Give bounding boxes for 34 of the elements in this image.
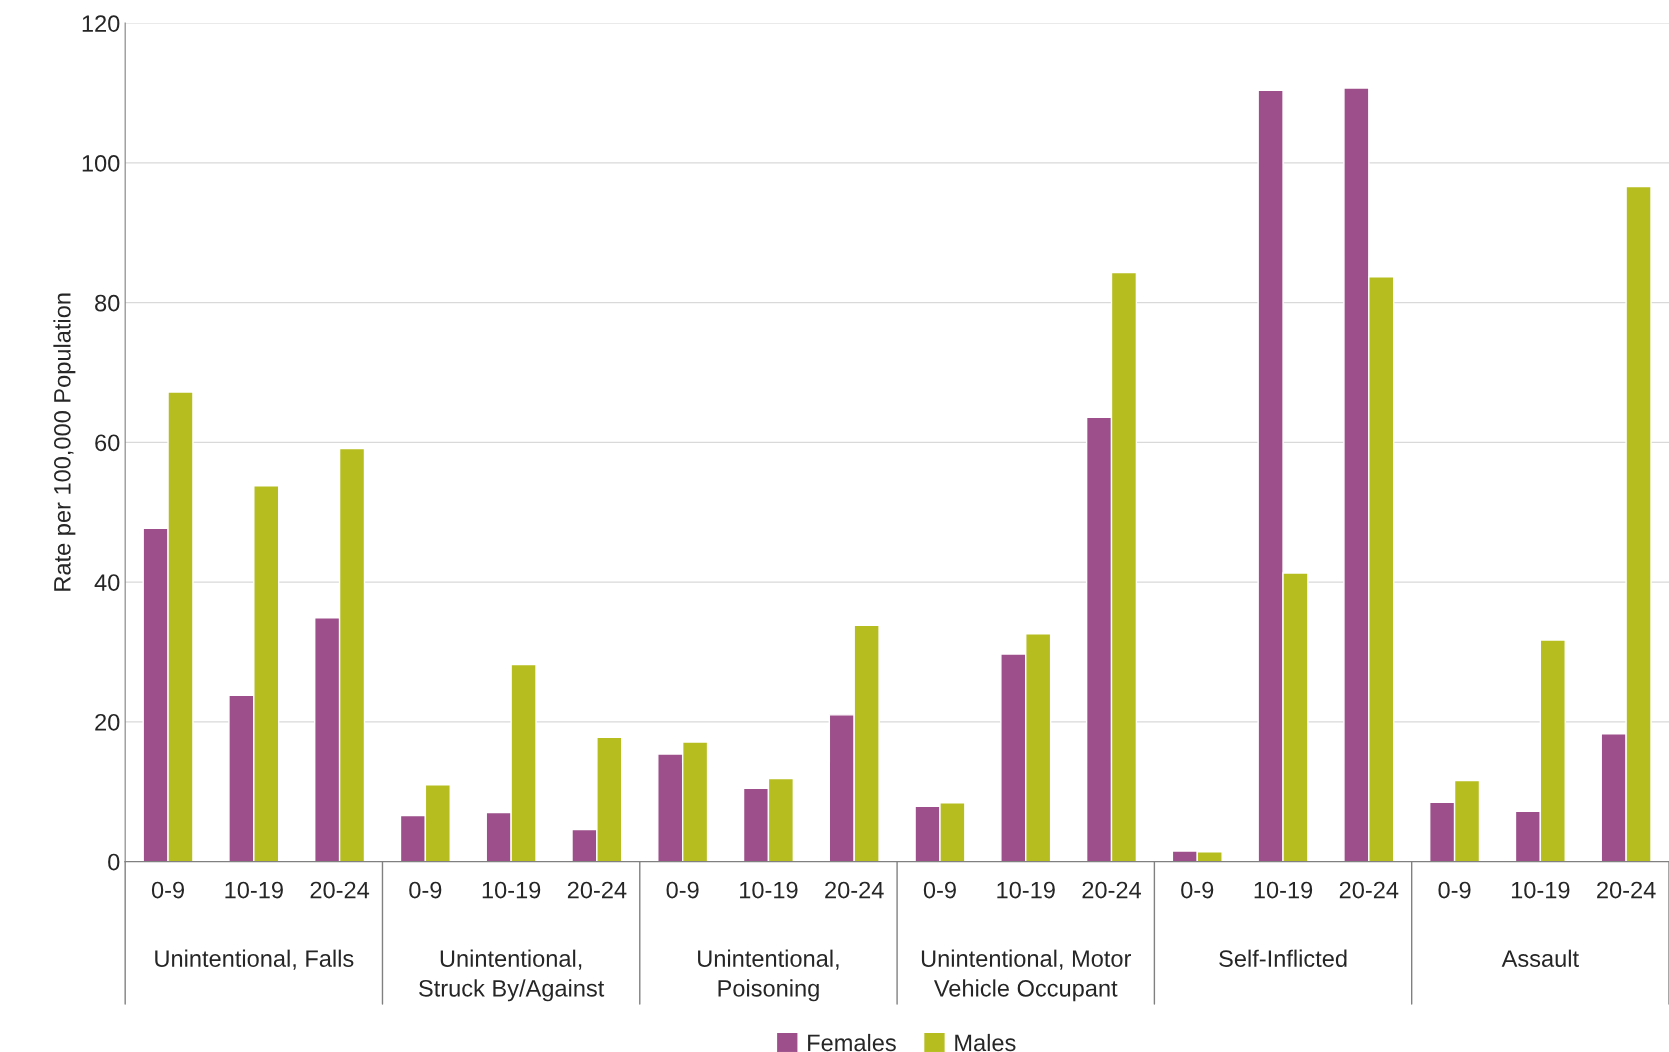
text: Self-Inflicted <box>1219 949 1347 967</box>
x-tick-label: 10-19 <box>740 881 798 899</box>
x-tick-label: 10-19 <box>1511 881 1570 899</box>
x-tick-label: 10-19 <box>482 881 541 899</box>
legend-label: Females <box>808 1033 896 1052</box>
x-tick-label: 0-9 <box>923 881 956 899</box>
x-tick-label: 20-24 <box>1082 881 1142 899</box>
y-tick-label: 0 <box>108 853 120 871</box>
x-tick-label: 10-19 <box>997 881 1055 899</box>
x-tick-label: 20-24 <box>1597 881 1656 899</box>
y-tick-label: 20 <box>95 713 120 731</box>
x-tick-label: 0-9 <box>409 881 442 899</box>
x-tick-label: 0-9 <box>1438 881 1471 899</box>
x-tick-label: 0-9 <box>1181 881 1214 899</box>
x-tick-label: 20-24 <box>825 881 884 899</box>
legend-label: Males <box>955 1033 1016 1052</box>
text: Unintentional, Falls <box>155 949 354 970</box>
y-tick-label: 60 <box>95 434 120 452</box>
y-axis-title: Rate per 100,000 Population <box>53 293 76 591</box>
y-tick-label: 100 <box>82 154 120 172</box>
text: Assault <box>1501 949 1579 967</box>
y-tick-label: 120 <box>82 15 120 32</box>
y-tick-label: 80 <box>95 294 120 312</box>
x-tick-label: 20-24 <box>567 881 627 899</box>
x-tick-label: 0-9 <box>666 881 699 899</box>
x-tick-label: 10-19 <box>225 881 283 899</box>
text: Unintentional, Motor Vehicle Occupant <box>921 949 1132 1002</box>
text: Unintentional, Poisoning <box>698 949 839 1002</box>
x-tick-label: 20-24 <box>310 881 370 899</box>
x-tick-label: 10-19 <box>1254 881 1313 899</box>
x-tick-label: 20-24 <box>1339 881 1399 899</box>
y-tick-label: 40 <box>94 574 120 591</box>
x-tick-label: 0-9 <box>151 881 184 899</box>
text: Unintentional, Struck By/Against <box>419 949 605 1002</box>
